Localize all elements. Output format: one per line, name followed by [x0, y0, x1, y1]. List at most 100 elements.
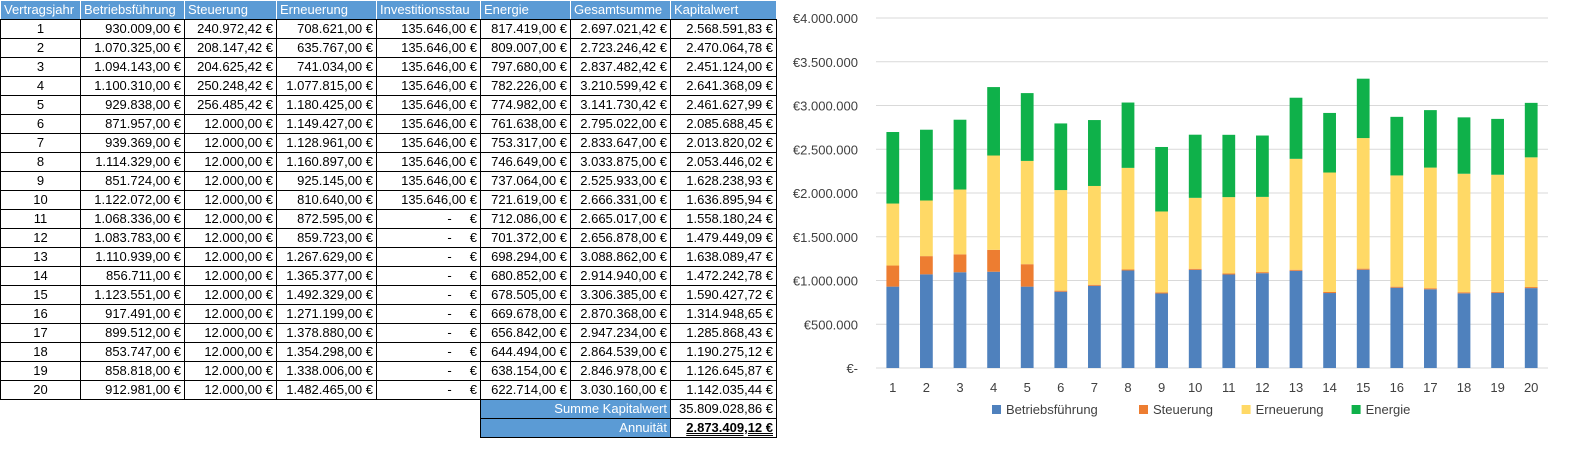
table-cell[interactable]: 12.000,00 € [184, 209, 277, 229]
table-cell[interactable]: 851.724,00 € [80, 171, 185, 191]
bar-segment-erneuerung[interactable] [1188, 197, 1202, 269]
bar-segment-erneuerung[interactable] [987, 155, 1000, 250]
table-cell[interactable]: 1.365.377,00 € [276, 266, 377, 286]
bar-segment-energie[interactable] [1524, 102, 1538, 158]
table-cell[interactable]: 797.680,00 € [480, 57, 571, 77]
bar-segment-energie[interactable] [1491, 118, 1504, 175]
table-cell[interactable]: 208.147,42 € [184, 38, 277, 58]
table-cell[interactable]: 2.641.368,09 € [670, 76, 777, 96]
table-cell[interactable]: 12.000,00 € [184, 190, 277, 210]
table-cell[interactable]: 12.000,00 € [184, 266, 277, 286]
table-cell[interactable]: 1.068.336,00 € [80, 209, 185, 229]
table-cell[interactable]: - € [376, 380, 481, 400]
table-cell[interactable]: 12.000,00 € [184, 285, 277, 305]
bar-segment-energie[interactable] [1289, 97, 1303, 159]
table-cell[interactable]: 135.646,00 € [376, 76, 481, 96]
bar-segment-erneuerung[interactable] [1424, 167, 1437, 289]
bar-segment-steuerung[interactable] [1491, 291, 1504, 293]
table-cell[interactable]: 1.472.242,78 € [670, 266, 777, 286]
table-cell[interactable]: 3 [0, 57, 81, 77]
bar-segment-energie[interactable] [1121, 102, 1135, 168]
table-cell[interactable]: 939.369,00 € [80, 133, 185, 153]
table-cell[interactable]: 3.088.862,00 € [570, 247, 671, 267]
table-cell[interactable]: 2.053.446,02 € [670, 152, 777, 172]
table-cell[interactable]: 1.160.897,00 € [276, 152, 377, 172]
table-cell[interactable]: 656.842,00 € [480, 323, 571, 343]
bar-segment-erneuerung[interactable] [1356, 138, 1370, 269]
table-cell[interactable]: 1.638.089,47 € [670, 247, 777, 267]
table-cell[interactable]: 2.947.234,00 € [570, 323, 671, 343]
table-cell[interactable]: 2.013.820,02 € [670, 133, 777, 153]
table-cell[interactable]: 644.494,00 € [480, 342, 571, 362]
table-cell[interactable]: 2.795.022,00 € [570, 114, 671, 134]
table-cell[interactable]: 1 [0, 19, 81, 39]
table-cell[interactable]: - € [376, 323, 481, 343]
table-cell[interactable]: 2.656.878,00 € [570, 228, 671, 248]
table-cell[interactable]: 12 [0, 228, 81, 248]
bar-segment-energie[interactable] [987, 87, 1000, 156]
table-cell[interactable]: 1.271.199,00 € [276, 304, 377, 324]
table-cell[interactable]: 929.838,00 € [80, 95, 185, 115]
bar-segment-erneuerung[interactable] [1020, 160, 1034, 265]
table-cell[interactable]: 1.094.143,00 € [80, 57, 185, 77]
bar-segment-steuerung[interactable] [1424, 288, 1437, 290]
bar-segment-energie[interactable] [1390, 116, 1404, 176]
table-cell[interactable]: 2.870.368,00 € [570, 304, 671, 324]
table-cell[interactable]: 135.646,00 € [376, 133, 481, 153]
table-cell[interactable]: 3.306.385,00 € [570, 285, 671, 305]
legend-label[interactable]: Energie [1366, 402, 1411, 417]
table-cell[interactable]: 19 [0, 361, 81, 381]
bar-segment-energie[interactable] [1222, 134, 1236, 198]
table-cell[interactable]: 2.470.064,78 € [670, 38, 777, 58]
table-cell[interactable]: 638.154,00 € [480, 361, 571, 381]
bar-segment-steuerung[interactable] [1088, 284, 1101, 286]
table-cell[interactable]: 204.625,42 € [184, 57, 277, 77]
table-cell[interactable]: - € [376, 209, 481, 229]
bar-segment-betriebsführung[interactable] [1054, 291, 1068, 368]
table-cell[interactable]: 774.982,00 € [480, 95, 571, 115]
table-cell[interactable]: 1.267.629,00 € [276, 247, 377, 267]
bar-segment-steuerung[interactable] [886, 265, 900, 287]
table-cell[interactable]: 872.595,00 € [276, 209, 377, 229]
stacked-bar-chart[interactable]: €- €500.000 €1.000.000 €1.500.000 €2.000.000… [782, 0, 1572, 440]
table-cell[interactable]: 2.837.482,42 € [570, 57, 671, 77]
bar-segment-energie[interactable] [886, 132, 900, 204]
bar-segment-betriebsführung[interactable] [1121, 270, 1135, 368]
bar-segment-betriebsführung[interactable] [1524, 288, 1538, 368]
table-cell[interactable]: 1.558.180,24 € [670, 209, 777, 229]
table-cell[interactable]: 135.646,00 € [376, 95, 481, 115]
table-cell[interactable]: 4 [0, 76, 81, 96]
legend-label[interactable]: Betriebsführung [1006, 402, 1098, 417]
table-cell[interactable]: 5 [0, 95, 81, 115]
bar-segment-steuerung[interactable] [1524, 287, 1538, 289]
bar-segment-erneuerung[interactable] [1054, 190, 1068, 291]
table-cell[interactable]: 1.110.939,00 € [80, 247, 185, 267]
table-cell[interactable]: 1.285.868,43 € [670, 323, 777, 343]
table-cell[interactable]: 2.451.124,00 € [670, 57, 777, 77]
table-cell[interactable]: 853.747,00 € [80, 342, 185, 362]
table-cell[interactable]: 12.000,00 € [184, 342, 277, 362]
table-cell[interactable]: 1.128.961,00 € [276, 133, 377, 153]
bar-segment-steuerung[interactable] [1054, 290, 1068, 292]
column-header[interactable]: Steuerung [184, 0, 277, 20]
bar-segment-steuerung[interactable] [1289, 269, 1303, 271]
table-cell[interactable]: 256.485,42 € [184, 95, 277, 115]
table-cell[interactable]: 678.505,00 € [480, 285, 571, 305]
bar-segment-erneuerung[interactable] [1088, 185, 1101, 285]
table-cell[interactable]: 899.512,00 € [80, 323, 185, 343]
table-cell[interactable]: 753.317,00 € [480, 133, 571, 153]
table-cell[interactable]: 17 [0, 323, 81, 343]
table-cell[interactable]: 12.000,00 € [184, 133, 277, 153]
table-cell[interactable]: - € [376, 228, 481, 248]
table-cell[interactable]: 2.697.021,42 € [570, 19, 671, 39]
table-cell[interactable]: 1.479.449,09 € [670, 228, 777, 248]
table-cell[interactable]: 12.000,00 € [184, 361, 277, 381]
table-cell[interactable]: 240.972,42 € [184, 19, 277, 39]
table-cell[interactable]: 12.000,00 € [184, 152, 277, 172]
bar-segment-betriebsführung[interactable] [1088, 285, 1101, 368]
table-cell[interactable]: 2.525.933,00 € [570, 171, 671, 191]
bar-segment-erneuerung[interactable] [920, 200, 933, 257]
bar-segment-betriebsführung[interactable] [1457, 293, 1471, 368]
table-cell[interactable]: - € [376, 285, 481, 305]
table-cell[interactable]: 809.007,00 € [480, 38, 571, 58]
